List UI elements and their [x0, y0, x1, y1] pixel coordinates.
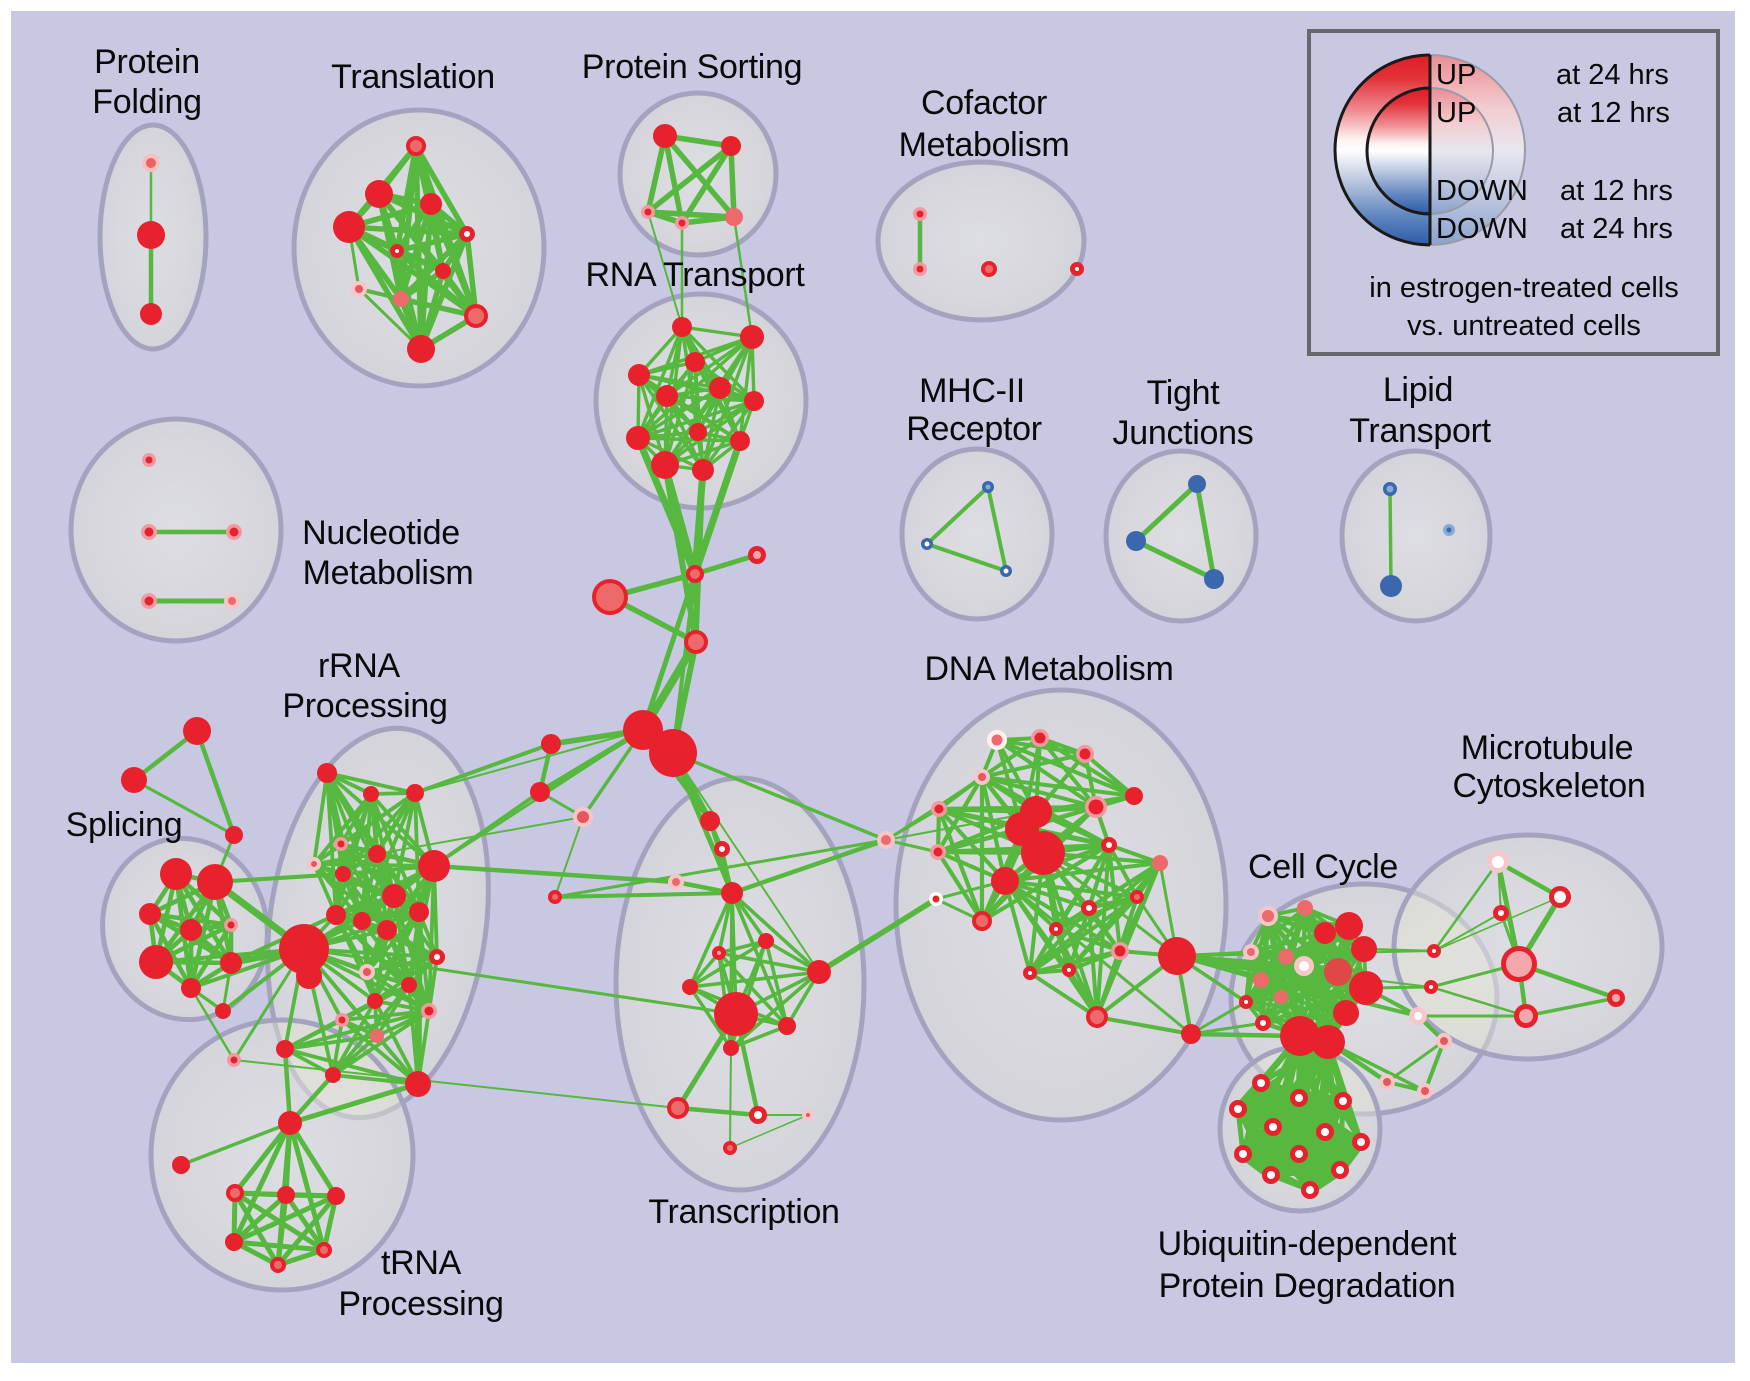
- svg-text:Ubiquitin-dependent: Ubiquitin-dependent: [1158, 1225, 1457, 1263]
- svg-text:Microtubule: Microtubule: [1461, 729, 1633, 767]
- svg-text:Junctions: Junctions: [1113, 414, 1254, 452]
- svg-text:UP: UP: [1436, 59, 1476, 91]
- svg-text:Tight: Tight: [1147, 374, 1221, 412]
- svg-text:DOWN: DOWN: [1436, 213, 1528, 245]
- svg-text:Cell Cycle: Cell Cycle: [1248, 848, 1398, 886]
- svg-text:Metabolism: Metabolism: [899, 126, 1070, 164]
- svg-text:RNA Transport: RNA Transport: [585, 256, 805, 294]
- svg-text:at 12 hrs: at 12 hrs: [1560, 175, 1673, 207]
- svg-text:Cofactor: Cofactor: [921, 84, 1047, 122]
- svg-text:DNA Metabolism: DNA Metabolism: [925, 650, 1174, 688]
- svg-text:Protein Sorting: Protein Sorting: [582, 48, 802, 86]
- svg-text:Splicing: Splicing: [66, 806, 183, 844]
- svg-text:Lipid: Lipid: [1383, 371, 1453, 409]
- svg-text:Nucleotide: Nucleotide: [302, 514, 460, 552]
- svg-text:at 24 hrs: at 24 hrs: [1556, 59, 1669, 91]
- svg-text:Receptor: Receptor: [906, 410, 1042, 448]
- svg-text:in estrogen-treated cells: in estrogen-treated cells: [1369, 272, 1679, 304]
- svg-text:at 12 hrs: at 12 hrs: [1557, 97, 1670, 129]
- svg-text:Translation: Translation: [331, 58, 495, 96]
- svg-text:Transport: Transport: [1349, 412, 1491, 450]
- svg-text:DOWN: DOWN: [1436, 175, 1528, 207]
- svg-text:tRNA: tRNA: [381, 1244, 462, 1282]
- svg-text:MHC-II: MHC-II: [919, 372, 1025, 410]
- svg-text:rRNA: rRNA: [318, 647, 401, 685]
- svg-text:UP: UP: [1436, 97, 1476, 129]
- svg-text:Metabolism: Metabolism: [303, 554, 474, 592]
- svg-text:Transcription: Transcription: [648, 1193, 839, 1231]
- svg-text:at 24 hrs: at 24 hrs: [1560, 213, 1673, 245]
- svg-text:Protein Degradation: Protein Degradation: [1159, 1267, 1456, 1305]
- svg-text:vs. untreated cells: vs. untreated cells: [1407, 310, 1641, 342]
- svg-text:Processing: Processing: [282, 687, 447, 725]
- svg-text:Cytoskeleton: Cytoskeleton: [1453, 767, 1646, 805]
- svg-text:Folding: Folding: [92, 83, 201, 121]
- svg-text:Protein: Protein: [94, 43, 200, 81]
- svg-text:Processing: Processing: [338, 1285, 503, 1323]
